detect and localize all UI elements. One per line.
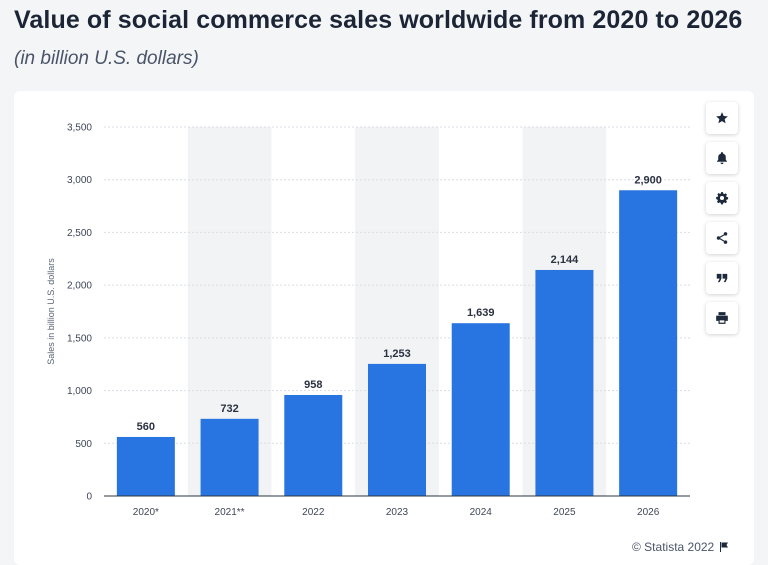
cite-button[interactable] — [706, 262, 738, 294]
settings-button[interactable] — [706, 182, 738, 214]
data-label: 2,144 — [551, 254, 579, 266]
star-icon — [716, 112, 728, 124]
x-tick-label: 2023 — [386, 507, 409, 518]
data-label: 958 — [304, 379, 322, 391]
x-tick-label: 2020* — [133, 507, 159, 518]
bar — [619, 190, 678, 496]
bar — [116, 436, 175, 496]
y-tick-label: 3,500 — [67, 123, 92, 134]
y-tick-label: 1,000 — [67, 386, 92, 397]
data-label: 732 — [220, 403, 238, 415]
bar — [535, 269, 594, 496]
x-tick-label: 2022 — [302, 507, 325, 518]
bar — [368, 363, 426, 496]
share-icon — [716, 232, 728, 244]
y-tick-label: 2,000 — [67, 281, 92, 292]
y-tick-label: 3,000 — [67, 175, 92, 186]
credit-text: © Statista 2022 — [632, 540, 715, 554]
data-label: 1,253 — [383, 348, 411, 360]
print-icon — [716, 312, 728, 324]
flag-icon — [720, 542, 729, 552]
bar — [451, 323, 510, 496]
page-subtitle: (in billion U.S. dollars) — [14, 48, 199, 69]
data-label: 560 — [137, 421, 155, 433]
bar — [200, 418, 259, 496]
y-axis-title: Sales in billion U.S. dollars — [46, 258, 56, 365]
x-tick-label: 2021** — [215, 507, 245, 518]
gear-icon — [716, 192, 729, 205]
statista-credit[interactable]: © Statista 2022 — [632, 540, 730, 554]
page-title: Value of social commerce sales worldwide… — [14, 6, 743, 34]
x-tick-label: 2025 — [553, 507, 576, 518]
y-tick-label: 0 — [86, 492, 92, 503]
share-button[interactable] — [706, 222, 738, 254]
quote-icon — [716, 273, 728, 283]
bar — [284, 394, 343, 496]
bell-icon — [717, 152, 727, 165]
y-tick-label: 1,500 — [67, 333, 92, 344]
data-label: 2,900 — [634, 174, 662, 186]
favorite-button[interactable] — [706, 102, 738, 134]
chart-toolbar — [706, 102, 738, 342]
y-tick-label: 2,500 — [67, 228, 92, 239]
data-label: 1,639 — [467, 307, 495, 319]
x-tick-label: 2026 — [637, 507, 660, 518]
y-tick-label: 500 — [75, 439, 92, 450]
x-tick-label: 2024 — [470, 507, 493, 518]
print-button[interactable] — [706, 302, 738, 334]
notification-button[interactable] — [706, 142, 738, 174]
